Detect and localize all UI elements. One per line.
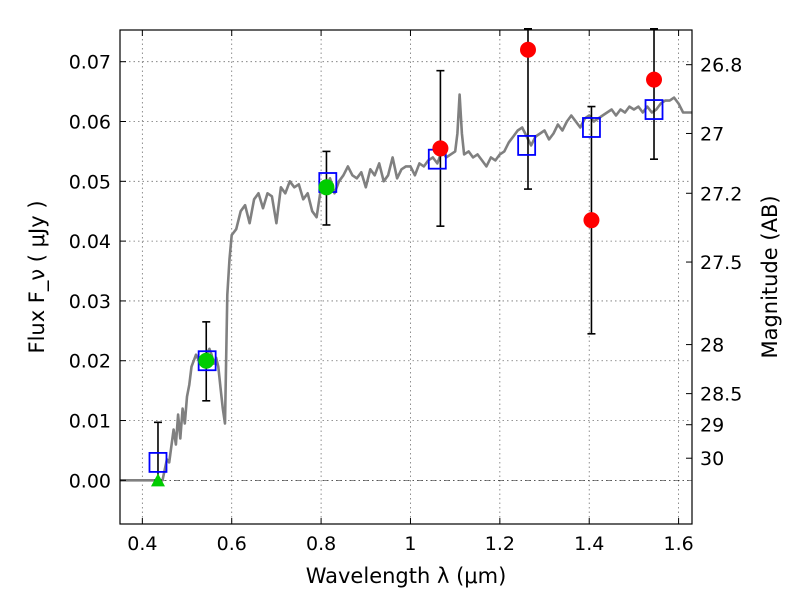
y-tick-label: 0.06 bbox=[69, 112, 111, 134]
x-tick-label: 1 bbox=[404, 533, 416, 555]
marker-layer bbox=[148, 41, 664, 487]
grid-layer bbox=[120, 30, 692, 524]
observed-flux-point bbox=[519, 41, 536, 58]
series-line-layer bbox=[120, 93, 692, 482]
right-axis-title: Magnitude (AB) bbox=[758, 195, 782, 358]
x-tick-label: 0.4 bbox=[127, 533, 157, 555]
y-tick-label: 0.05 bbox=[69, 171, 111, 193]
y-tick-label: 0.02 bbox=[69, 351, 111, 373]
plot-frame bbox=[119, 29, 693, 525]
x-tick-label: 0.6 bbox=[217, 533, 247, 555]
tick-label-layer: 0.4 0.6 0.8 1 1.2 1.4 1.6 0.00 0.01 0.02 0.03 0.04 0… bbox=[69, 52, 743, 555]
right-tick-label: 26.8 bbox=[700, 55, 742, 77]
observed-flux-point bbox=[646, 71, 663, 88]
right-tick-label: 28 bbox=[700, 335, 724, 357]
right-tick-label: 27.2 bbox=[700, 183, 742, 205]
model-bandpass-point bbox=[517, 135, 537, 156]
observed-flux-point bbox=[432, 140, 449, 157]
model-bandpass-point bbox=[644, 99, 664, 120]
upper-limit-point bbox=[150, 473, 165, 487]
y-tick-label: 0.00 bbox=[69, 470, 111, 492]
right-tick-label: 27 bbox=[700, 123, 724, 145]
y-tick-label: 0.04 bbox=[69, 231, 111, 253]
y-tick-label: 0.01 bbox=[69, 411, 111, 433]
model-bandpass-point bbox=[582, 117, 601, 138]
right-tick-label: 27.5 bbox=[700, 252, 742, 274]
y-tick-label: 0.07 bbox=[69, 52, 111, 74]
model-sed-line bbox=[120, 93, 692, 482]
x-tick-label: 1.4 bbox=[574, 533, 604, 555]
x-tick-label: 1.2 bbox=[485, 533, 515, 555]
right-tick-label: 28.5 bbox=[700, 384, 742, 406]
right-tick-label: 30 bbox=[700, 448, 724, 470]
model-bandpass-point bbox=[148, 451, 168, 473]
tick-layer bbox=[120, 30, 692, 524]
observed-flux-point bbox=[318, 179, 335, 196]
x-axis-title: Wavelength λ (μm) bbox=[306, 564, 507, 588]
x-tick-label: 1.6 bbox=[663, 533, 693, 555]
observed-flux-point bbox=[583, 212, 600, 229]
right-tick-label: 29 bbox=[700, 415, 724, 437]
x-tick-label: 0.8 bbox=[306, 533, 336, 555]
y-axis-title: Flux F_ν ( μJy ) bbox=[25, 200, 50, 353]
error-bar bbox=[650, 28, 659, 160]
y-tick-label: 0.03 bbox=[69, 291, 111, 313]
observed-flux-point bbox=[198, 352, 215, 369]
